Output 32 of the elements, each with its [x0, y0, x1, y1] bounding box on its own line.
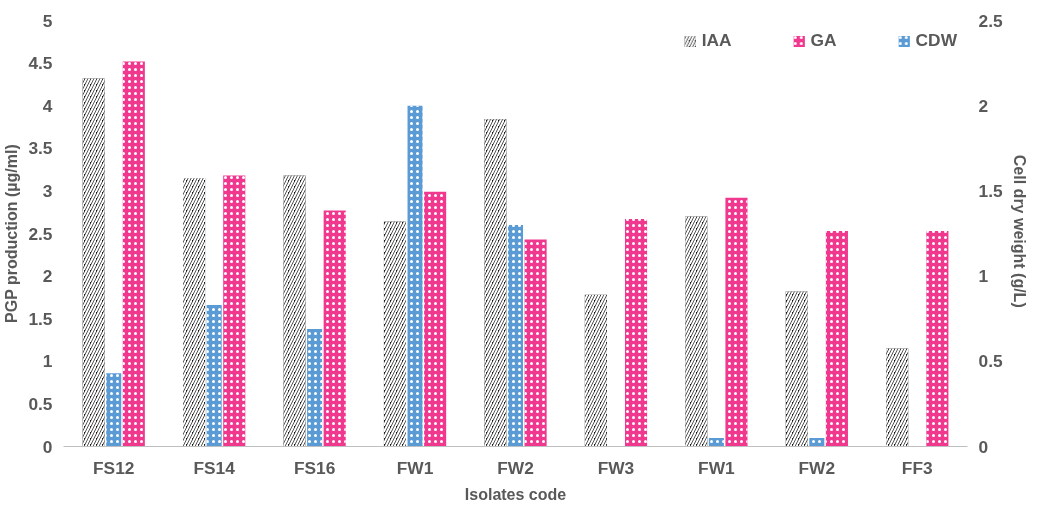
legend-label: IAA	[701, 30, 732, 51]
x-axis-title: Isolates code	[464, 485, 567, 503]
y-tick-label: 3.5	[28, 138, 53, 159]
y-tick-label: 5	[42, 10, 53, 31]
legend-label: CDW	[915, 30, 957, 51]
y2-tick-label: 1.5	[978, 180, 1003, 201]
y2-tick-label: 2	[978, 95, 989, 116]
y2-tick-label: 1	[978, 266, 989, 287]
y-tick-label: 4	[42, 95, 53, 116]
y-tick-label: 1	[42, 351, 53, 372]
y2-tick-label: 0	[978, 436, 989, 457]
x-tick-label: FW2	[798, 457, 836, 478]
y2-axis-title: Cell dry weight (g/L)	[1010, 154, 1028, 308]
y-axis-title: PGP production (µg/ml)	[3, 144, 21, 323]
x-tick-label: FW1	[396, 457, 434, 478]
y-tick-label: 4.5	[28, 53, 53, 74]
x-tick-label: FS16	[293, 457, 336, 478]
legend-label: GA	[810, 30, 837, 51]
y-tick-label: 1.5	[28, 308, 53, 329]
x-tick-label: FS14	[193, 457, 236, 478]
x-tick-label: FW1	[698, 457, 736, 478]
x-tick-label: FS12	[93, 457, 135, 478]
x-tick-label: FW3	[597, 457, 635, 478]
y-tick-label: 0.5	[28, 393, 53, 414]
y-tick-label: 3	[42, 180, 53, 201]
y2-tick-label: 0.5	[978, 351, 1003, 372]
y2-tick-label: 2.5	[978, 10, 1003, 31]
y-tick-label: 0	[42, 436, 53, 457]
y-tick-label: 2	[42, 266, 53, 287]
x-tick-label: FW2	[497, 457, 534, 478]
x-tick-label: FF3	[901, 457, 934, 478]
y-tick-label: 2.5	[28, 223, 53, 244]
